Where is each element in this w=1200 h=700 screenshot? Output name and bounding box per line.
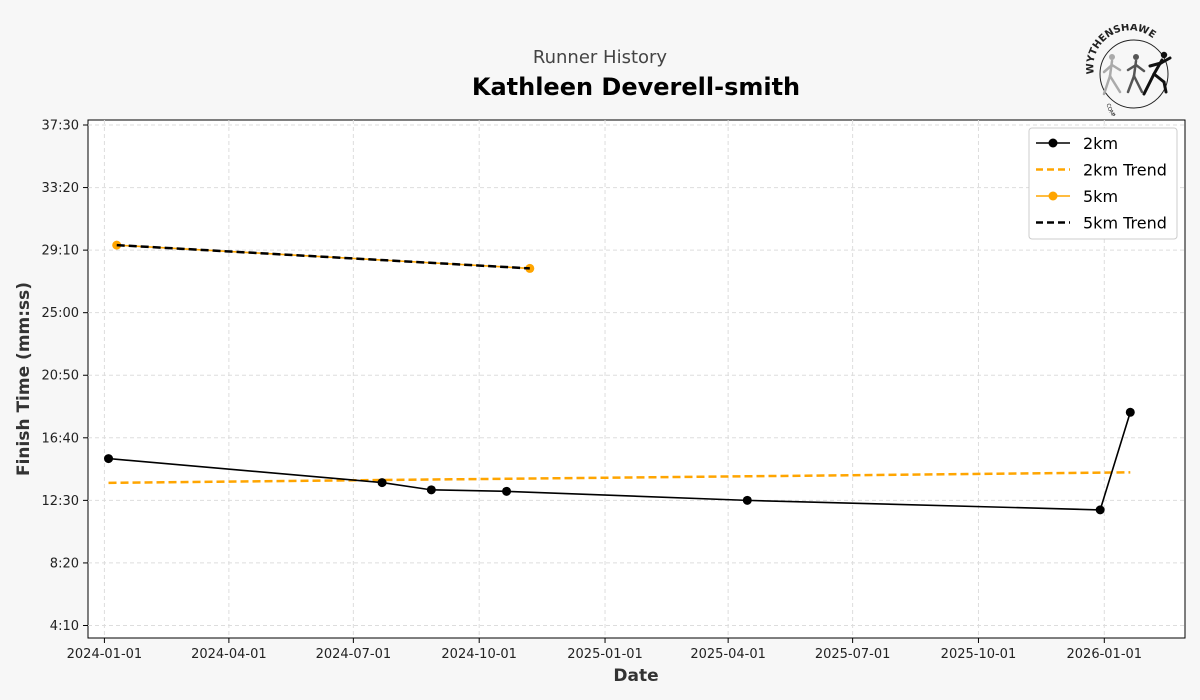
y-tick-label: 8:20: [50, 556, 79, 571]
wythenshawe-logo: WYTHENSHAWE COMMUNITY RUN: [1085, 24, 1172, 116]
series-2km-trend: [108, 471, 1131, 485]
legend-marker: [1048, 138, 1058, 148]
y-tick-label: 33:20: [42, 181, 79, 196]
x-tick-label: 2025-04-01: [690, 647, 766, 662]
legend-label: 2km Trend: [1083, 161, 1167, 180]
series-5km-trend: [116, 243, 530, 270]
x-tick-label: 2025-01-01: [567, 647, 643, 662]
y-axis-ticks: 4:10 8:20 12:30 16:40 20:50 25:00 29:10 33:20 37…: [42, 119, 88, 634]
series-2km: [104, 407, 1135, 515]
series-line: [108, 471, 1131, 485]
data-point: [1095, 505, 1105, 515]
legend-label: 5km Trend: [1083, 214, 1167, 233]
x-tick-label: 2025-10-01: [941, 647, 1017, 662]
x-axis-label: Date: [613, 666, 658, 686]
legend-label: 2km: [1083, 134, 1118, 153]
logo-bottom-text: COMMUNITY RUN: [1105, 103, 1143, 116]
y-tick-label: 4:10: [50, 619, 79, 634]
series-line: [116, 243, 530, 270]
chart-subtitle: Runner History: [533, 47, 668, 68]
data-point: [104, 454, 114, 464]
x-tick-label: 2024-01-01: [67, 647, 143, 662]
legend-marker: [1048, 191, 1058, 201]
x-tick-label: 2024-04-01: [191, 647, 267, 662]
data-point: [1125, 407, 1135, 417]
y-tick-label: 16:40: [42, 431, 79, 446]
runners-logo-icon: [1102, 51, 1172, 96]
x-tick-label: 2026-01-01: [1067, 647, 1143, 662]
series-layer: [104, 240, 1135, 515]
y-tick-label: 37:30: [42, 119, 79, 134]
x-tick-label: 2025-07-01: [815, 647, 891, 662]
x-axis-ticks: 2024-01-01 2024-04-01 2024-07-01 2024-10-01…: [67, 638, 1142, 662]
y-axis-label: Finish Time (mm:ss): [14, 282, 34, 476]
y-tick-label: 29:10: [42, 244, 79, 259]
data-point: [426, 485, 436, 495]
legend-label: 5km: [1083, 187, 1118, 206]
y-tick-label: 25:00: [42, 306, 79, 321]
chart-title: Kathleen Deverell-smith: [472, 73, 800, 101]
chart-legend: 2km 2km Trend 5km 5km Trend: [1028, 127, 1178, 240]
data-point: [742, 495, 752, 505]
legend-box: [1028, 127, 1178, 240]
y-tick-label: 12:30: [42, 494, 79, 509]
x-tick-label: 2024-10-01: [441, 647, 517, 662]
data-point: [377, 478, 387, 488]
plot-area: [87, 119, 1186, 639]
x-tick-label: 2024-07-01: [316, 647, 392, 662]
data-point: [502, 486, 512, 496]
y-tick-label: 20:50: [42, 369, 79, 384]
logo-top-text: WYTHENSHAWE: [1085, 24, 1158, 74]
